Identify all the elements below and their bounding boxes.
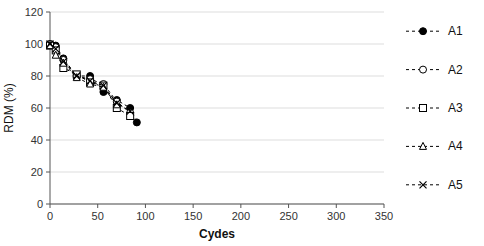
x-tick-label: 100 — [136, 210, 154, 222]
x-tick — [145, 204, 146, 208]
x-tick — [50, 204, 51, 208]
point — [60, 59, 67, 66]
x-tick-label: 0 — [47, 210, 53, 222]
series-line — [50, 46, 117, 105]
y-tick — [46, 108, 50, 109]
legend-marker — [420, 66, 427, 73]
x-tick-label: 50 — [92, 210, 104, 222]
y-tick-label: 40 — [31, 134, 43, 146]
x-tick — [97, 204, 98, 208]
y-tick-label: 20 — [31, 166, 43, 178]
x-tick — [193, 204, 194, 208]
grid-line — [50, 108, 384, 109]
series-line — [50, 44, 137, 122]
legend: A1 A2 A3 A4 A5 — [406, 24, 463, 192]
x-tick-label: 250 — [279, 210, 297, 222]
legend-label: A3 — [448, 101, 463, 115]
series-line — [50, 46, 130, 116]
y-tick — [46, 76, 50, 77]
x-axis — [50, 204, 384, 205]
x-tick — [384, 204, 385, 208]
grid-line — [50, 44, 384, 45]
series-line — [50, 44, 130, 113]
x-tick-label: 150 — [184, 210, 202, 222]
point — [87, 77, 94, 84]
x-axis-label: Cydes — [199, 227, 235, 241]
grid-line — [50, 76, 384, 77]
y-tick — [46, 172, 50, 173]
y-tick-label: 0 — [37, 198, 43, 210]
y-tick — [46, 204, 50, 205]
legend-marker — [420, 142, 427, 149]
y-tick-label: 100 — [25, 38, 43, 50]
grid-line — [50, 140, 384, 141]
legend-label: A2 — [448, 63, 463, 77]
y-tick — [46, 12, 50, 13]
legend-marker — [420, 105, 427, 112]
y-axis-label: RDM (%) — [2, 83, 16, 132]
grid-line — [50, 172, 384, 173]
series-line — [50, 44, 130, 111]
point — [113, 100, 120, 107]
point — [127, 108, 134, 115]
x-tick-label: 200 — [232, 210, 250, 222]
point — [113, 101, 120, 108]
x-tick-label: 350 — [375, 210, 393, 222]
point — [73, 73, 80, 80]
y-tick-label: 80 — [31, 70, 43, 82]
legend-marker — [420, 28, 427, 35]
x-tick — [240, 204, 241, 208]
x-tick — [288, 204, 289, 208]
legend-label: A5 — [448, 178, 463, 192]
point — [133, 119, 140, 126]
y-tick — [46, 140, 50, 141]
x-tick — [336, 204, 337, 208]
legend-label: A1 — [448, 24, 463, 38]
point — [52, 45, 59, 52]
point — [60, 58, 67, 65]
chart: 0 20 40 60 80 100 120 0 50 100 150 200 250 300 350 Cyde… — [0, 0, 484, 246]
plot-area — [47, 41, 141, 126]
point — [100, 82, 107, 89]
grid-line — [50, 12, 384, 13]
legend-marker — [420, 181, 427, 188]
point — [52, 51, 59, 58]
x-tick-label: 300 — [327, 210, 345, 222]
point — [47, 41, 54, 48]
y-tick-label: 120 — [25, 6, 43, 18]
legend-label: A4 — [448, 139, 463, 153]
y-tick-label: 60 — [31, 102, 43, 114]
grid-line — [50, 204, 384, 205]
